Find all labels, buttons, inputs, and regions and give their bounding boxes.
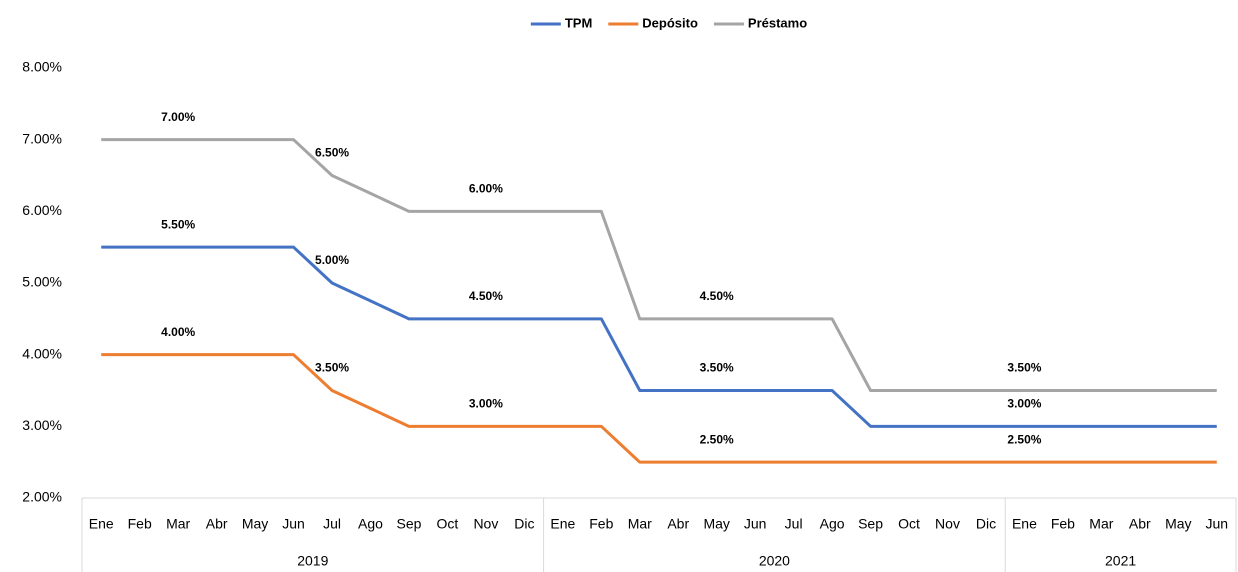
data-label: 2.50%	[1007, 432, 1041, 446]
x-tick-label: Feb	[1051, 516, 1075, 532]
legend-label: Préstamo	[748, 15, 807, 30]
x-tick-label: Jul	[785, 516, 803, 532]
data-label: 3.00%	[1007, 397, 1041, 411]
group-label: 2021	[1105, 553, 1136, 569]
x-tick-label: Jun	[1205, 516, 1228, 532]
x-tick-label: Ene	[550, 516, 575, 532]
x-tick-label: Mar	[628, 516, 652, 532]
x-tick-label: Jun	[282, 516, 305, 532]
x-tick-label: Ago	[820, 516, 845, 532]
series-line	[101, 245, 1217, 428]
x-tick-label: Abr	[206, 516, 228, 532]
x-tick-label: May	[703, 516, 729, 532]
x-tick-label: Nov	[473, 516, 498, 532]
data-label: 4.50%	[469, 289, 503, 303]
y-tick-label: 6.00%	[22, 202, 62, 218]
legend-label: Depósito	[642, 15, 698, 30]
x-tick-label: Oct	[898, 516, 920, 532]
data-label: 7.00%	[161, 110, 195, 124]
y-tick-label: 3.00%	[22, 417, 62, 433]
y-tick-label: 8.00%	[22, 59, 62, 75]
x-tick-label: Abr	[1129, 516, 1151, 532]
x-tick-label: May	[242, 516, 268, 532]
x-tick-label: Jun	[744, 516, 767, 532]
data-label: 6.00%	[469, 182, 503, 196]
x-tick-label: Jul	[323, 516, 341, 532]
x-tick-label: Feb	[128, 516, 152, 532]
x-tick-label: Ene	[89, 516, 114, 532]
data-label: 3.50%	[315, 361, 349, 375]
data-label: 3.50%	[700, 361, 734, 375]
x-tick-label: Mar	[166, 516, 190, 532]
data-label: 5.00%	[315, 253, 349, 267]
group-label: 2019	[297, 553, 328, 569]
series-line	[101, 353, 1217, 464]
x-tick-label: Dic	[514, 516, 534, 532]
data-label: 6.50%	[315, 146, 349, 160]
data-label: 4.50%	[700, 289, 734, 303]
x-tick-label: Dic	[976, 516, 996, 532]
y-tick-label: 2.00%	[22, 489, 62, 505]
x-tick-label: Feb	[589, 516, 613, 532]
data-label: 2.50%	[700, 432, 734, 446]
data-label: 5.50%	[161, 217, 195, 231]
group-label: 2020	[759, 553, 790, 569]
x-tick-label: Ene	[1012, 516, 1037, 532]
x-tick-label: Ago	[358, 516, 383, 532]
x-tick-label: Sep	[397, 516, 422, 532]
data-label: 3.00%	[469, 397, 503, 411]
x-tick-label: Sep	[858, 516, 883, 532]
x-tick-label: Nov	[935, 516, 960, 532]
x-tick-label: May	[1165, 516, 1191, 532]
data-label: 3.50%	[1007, 361, 1041, 375]
x-tick-label: Abr	[667, 516, 689, 532]
series-line	[101, 138, 1217, 392]
x-tick-label: Mar	[1089, 516, 1113, 532]
y-tick-label: 7.00%	[22, 130, 62, 146]
x-tick-label: Oct	[437, 516, 459, 532]
y-tick-label: 4.00%	[22, 345, 62, 361]
legend-label: TPM	[565, 15, 592, 30]
data-label: 4.00%	[161, 325, 195, 339]
y-tick-label: 5.00%	[22, 274, 62, 290]
